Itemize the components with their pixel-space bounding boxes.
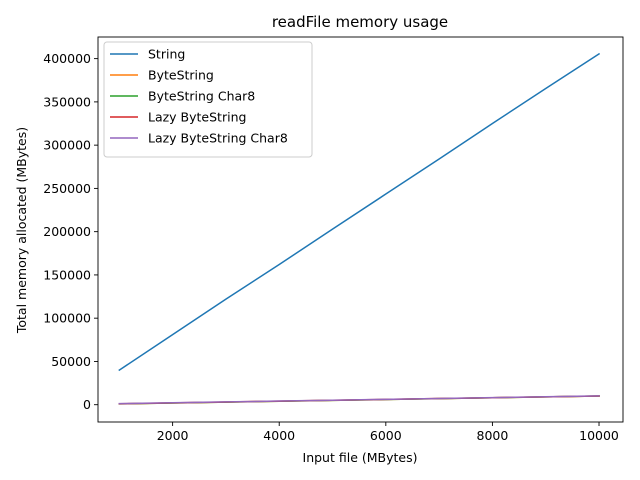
y-tick-label: 150000 (43, 267, 91, 282)
y-tick-label: 350000 (43, 94, 91, 109)
legend-label: Lazy ByteString (148, 110, 246, 125)
x-axis-label: Input file (MBytes) (303, 450, 418, 465)
legend-label: ByteString (148, 68, 214, 83)
series-line-lazy-bytestring-char8 (118, 395, 600, 405)
legend-label: ByteString Char8 (148, 89, 255, 104)
y-tick-label: 300000 (43, 138, 91, 153)
y-tick-label: 0 (83, 397, 91, 412)
legend-label: String (148, 47, 185, 62)
legend-box (103, 41, 313, 158)
series-line-string (118, 52, 601, 372)
x-tick-label: 6000 (370, 428, 402, 443)
plot-area-frame (97, 36, 624, 423)
x-axis-ticks: 2000 4000 6000 8000 10000 (157, 422, 619, 443)
x-tick-label: 8000 (477, 428, 509, 443)
legend-label: Lazy ByteString Char8 (148, 131, 288, 146)
plot-lines (118, 52, 601, 405)
y-axis-ticks: 0 50000 100000 150000 200000 250000 300000 3500… (43, 51, 98, 412)
x-tick-label: 2000 (157, 428, 189, 443)
y-tick-label: 100000 (43, 311, 91, 326)
y-axis-label: Total memory allocated (MBytes) (14, 127, 29, 334)
y-tick-label: 50000 (51, 354, 91, 369)
y-tick-label: 400000 (43, 51, 91, 66)
chart-title: readFile memory usage (272, 13, 448, 31)
x-tick-label: 10000 (579, 428, 619, 443)
y-tick-label: 250000 (43, 181, 91, 196)
legend: String ByteString ByteString Char8 Lazy Byt… (103, 41, 313, 158)
x-tick-label: 4000 (263, 428, 295, 443)
y-tick-label: 200000 (43, 224, 91, 239)
